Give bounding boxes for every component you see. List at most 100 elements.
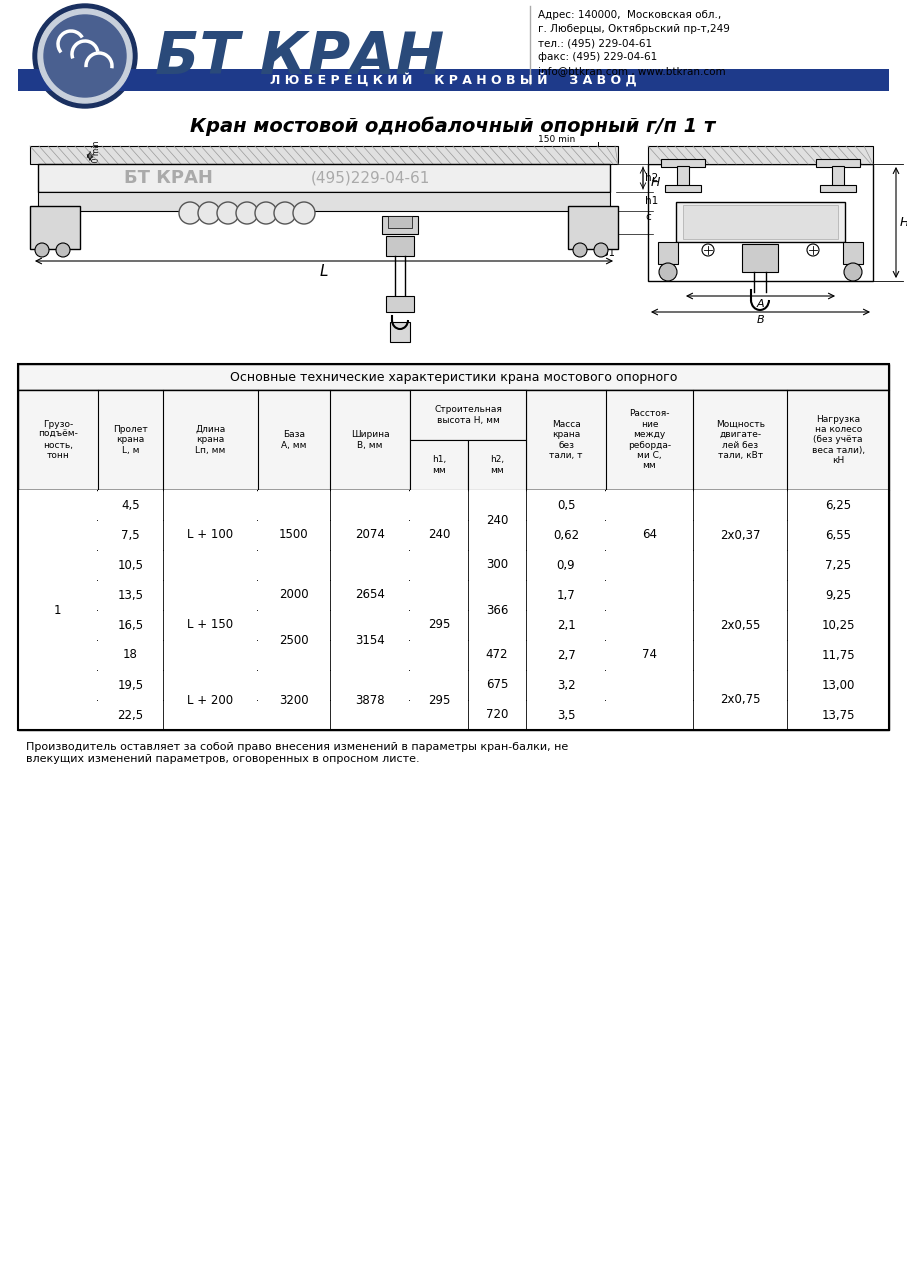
Bar bbox=[38, 164, 610, 193]
Bar bbox=[331, 610, 409, 670]
Text: c: c bbox=[645, 212, 650, 222]
Bar bbox=[386, 236, 414, 256]
Circle shape bbox=[293, 202, 315, 223]
Circle shape bbox=[702, 244, 714, 256]
Circle shape bbox=[217, 202, 239, 223]
Bar bbox=[98, 550, 162, 580]
Text: Грузо-
подъём-
ность,
тонн: Грузо- подъём- ность, тонн bbox=[38, 420, 78, 460]
Bar bbox=[607, 489, 693, 580]
Text: 366: 366 bbox=[486, 603, 508, 616]
Text: 3200: 3200 bbox=[279, 693, 308, 706]
Bar bbox=[527, 579, 606, 610]
Text: h1,
мм: h1, мм bbox=[432, 456, 446, 475]
Text: 6,25: 6,25 bbox=[825, 498, 852, 511]
Text: 4,5: 4,5 bbox=[122, 498, 140, 511]
Bar bbox=[658, 241, 678, 265]
Bar bbox=[98, 520, 162, 551]
Text: A: A bbox=[756, 299, 765, 309]
Text: 2х0,75: 2х0,75 bbox=[720, 693, 760, 706]
Text: 3,2: 3,2 bbox=[557, 678, 575, 692]
Text: 11,75: 11,75 bbox=[822, 648, 855, 661]
Bar bbox=[820, 185, 856, 193]
Bar bbox=[742, 244, 778, 272]
Circle shape bbox=[807, 244, 819, 256]
Bar bbox=[788, 669, 889, 701]
Bar bbox=[694, 669, 787, 731]
Text: 2х0,37: 2х0,37 bbox=[720, 529, 760, 542]
Text: 1: 1 bbox=[54, 603, 62, 616]
Text: Ширина
В, мм: Ширина В, мм bbox=[351, 430, 389, 449]
Bar bbox=[843, 241, 863, 265]
Bar bbox=[98, 639, 162, 670]
Text: База
А, мм: База А, мм bbox=[281, 430, 307, 449]
Text: Пролет
крана
L, м: Пролет крана L, м bbox=[113, 425, 148, 455]
Bar bbox=[527, 610, 606, 641]
Text: Расстоя-
ние
между
реборда-
ми С,
мм: Расстоя- ние между реборда- ми С, мм bbox=[628, 410, 671, 470]
Bar bbox=[18, 490, 889, 731]
Text: H: H bbox=[900, 216, 907, 229]
Text: h1: h1 bbox=[645, 196, 658, 207]
Text: 1500: 1500 bbox=[279, 529, 308, 542]
Bar bbox=[469, 700, 525, 731]
Bar bbox=[648, 146, 873, 164]
Circle shape bbox=[35, 243, 49, 257]
Text: 74: 74 bbox=[642, 648, 657, 661]
Text: 7,25: 7,25 bbox=[825, 559, 852, 571]
Text: 2074: 2074 bbox=[356, 529, 385, 542]
Text: 295: 295 bbox=[428, 693, 450, 706]
Text: 2,7: 2,7 bbox=[557, 648, 575, 661]
Bar bbox=[788, 639, 889, 670]
Bar bbox=[18, 363, 889, 390]
Bar bbox=[163, 579, 257, 670]
Text: L + 100: L + 100 bbox=[187, 529, 233, 542]
Text: 300: 300 bbox=[486, 559, 508, 571]
Text: факс: (495) 229-04-61: факс: (495) 229-04-61 bbox=[538, 51, 658, 62]
Bar bbox=[258, 669, 329, 731]
Text: B1: B1 bbox=[601, 248, 614, 258]
Circle shape bbox=[38, 9, 132, 103]
Bar bbox=[258, 579, 329, 610]
Text: 10,5: 10,5 bbox=[118, 559, 143, 571]
Text: Длина
крана
Lп, мм: Длина крана Lп, мм bbox=[195, 425, 226, 455]
Bar bbox=[469, 550, 525, 580]
Text: B: B bbox=[756, 315, 765, 325]
Text: Нагрузка
на колесо
(без учёта
веса тали),
кН: Нагрузка на колесо (без учёта веса тали)… bbox=[812, 415, 864, 465]
Text: Кран мостовой однобалочный опорный г/п 1 т: Кран мостовой однобалочный опорный г/п 1… bbox=[190, 116, 716, 136]
Bar bbox=[331, 489, 409, 580]
Text: 2654: 2654 bbox=[356, 588, 385, 601]
Text: Мощность
двигате-
лей без
тали, кВт: Мощность двигате- лей без тали, кВт bbox=[716, 420, 765, 460]
Bar bbox=[683, 205, 838, 239]
Bar bbox=[382, 216, 418, 234]
Text: 22,5: 22,5 bbox=[117, 709, 143, 722]
Bar bbox=[469, 639, 525, 670]
Text: info@btkran.com , www.btkran.com: info@btkran.com , www.btkran.com bbox=[538, 65, 726, 76]
Bar bbox=[469, 669, 525, 701]
Bar bbox=[527, 700, 606, 731]
Bar bbox=[331, 579, 409, 610]
Bar bbox=[98, 489, 162, 520]
Text: 150 min: 150 min bbox=[538, 135, 575, 144]
Bar bbox=[18, 390, 889, 490]
Text: 1,7: 1,7 bbox=[557, 588, 575, 601]
Bar bbox=[411, 579, 467, 670]
Text: Адрес: 140000,  Московская обл.,: Адрес: 140000, Московская обл., bbox=[538, 10, 721, 21]
Text: 13,5: 13,5 bbox=[118, 588, 143, 601]
Bar bbox=[411, 489, 467, 580]
Bar bbox=[258, 610, 329, 670]
Bar bbox=[38, 193, 610, 211]
Bar bbox=[469, 579, 525, 641]
Text: L: L bbox=[320, 265, 328, 279]
Text: 18: 18 bbox=[123, 648, 138, 661]
Text: h2: h2 bbox=[645, 173, 658, 184]
Text: L + 150: L + 150 bbox=[187, 619, 233, 632]
Bar bbox=[410, 390, 526, 440]
Text: тел.: (495) 229-04-61: тел.: (495) 229-04-61 bbox=[538, 39, 652, 48]
Text: Производитель оставляет за собой право внесения изменений в параметры кран-балки: Производитель оставляет за собой право в… bbox=[26, 742, 569, 764]
Bar bbox=[527, 639, 606, 670]
Bar bbox=[788, 579, 889, 610]
Bar bbox=[527, 520, 606, 551]
Bar bbox=[388, 216, 412, 229]
Text: 3154: 3154 bbox=[356, 633, 385, 647]
Bar bbox=[163, 669, 257, 731]
Bar bbox=[390, 322, 410, 342]
